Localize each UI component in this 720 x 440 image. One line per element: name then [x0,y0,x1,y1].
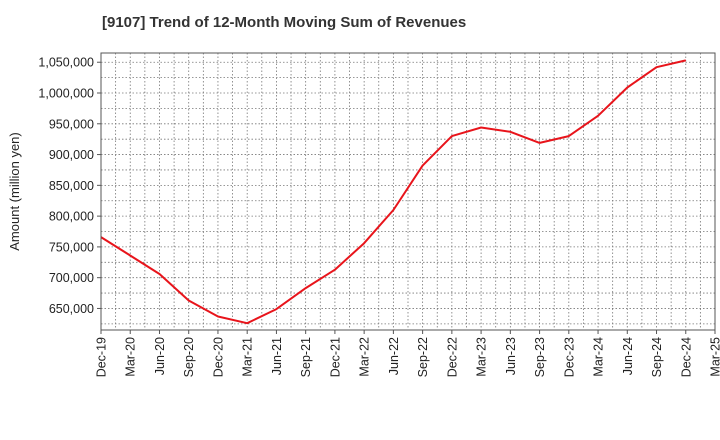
x-tick-label: Jun-24 [621,337,635,375]
y-tick-label: 800,000 [49,210,94,224]
x-tick-label: Dec-24 [679,337,693,377]
x-tick-label: Mar-22 [358,337,372,377]
x-tick-label: Sep-20 [182,337,196,377]
x-tick-label: Dec-22 [445,337,459,377]
y-tick-label: 900,000 [49,148,94,162]
x-tick-label: Jun-21 [270,337,284,375]
y-tick-label: 650,000 [49,302,94,316]
y-tick-label: 700,000 [49,271,94,285]
x-tick-label: Sep-24 [650,337,664,377]
x-tick-label: Jun-20 [153,337,167,375]
x-tick-label: Jun-22 [387,337,401,375]
y-tick-label: 1,000,000 [38,87,94,101]
y-tick-label: 950,000 [49,117,94,131]
y-axis-label: Amount (million yen) [7,132,22,251]
y-tick-label: 850,000 [49,179,94,193]
x-tick-label: Dec-19 [95,337,109,377]
x-tick-label: Dec-21 [328,337,342,377]
x-tick-label: Mar-21 [241,337,255,377]
x-axis-ticks: Dec-19 Mar-20 Jun-20 Sep-20 Dec-20 Mar-21 Jun-… [95,330,720,377]
chart-title: [9107] Trend of 12-Month Moving Sum of R… [102,14,467,31]
x-tick-label: Mar-25 [709,337,720,377]
x-tick-label: Dec-20 [211,337,225,377]
gridlines [101,53,715,330]
x-tick-label: Dec-23 [562,337,576,377]
series-lines [100,59,687,325]
series-line [100,59,687,325]
x-tick-label: Sep-22 [416,337,430,377]
y-axis-ticks: 650,000 700,000 750,000 800,000 850,000 900,0… [38,56,101,316]
x-tick-label: Mar-24 [592,337,606,377]
x-tick-label: Sep-21 [299,337,313,377]
y-tick-label: 1,050,000 [38,56,94,70]
y-tick-label: 750,000 [49,240,94,254]
x-tick-label: Mar-23 [475,337,489,377]
x-tick-label: Sep-23 [533,337,547,377]
x-tick-label: Jun-23 [504,337,518,375]
x-tick-label: Mar-20 [124,337,138,377]
plot-frame [100,52,716,331]
